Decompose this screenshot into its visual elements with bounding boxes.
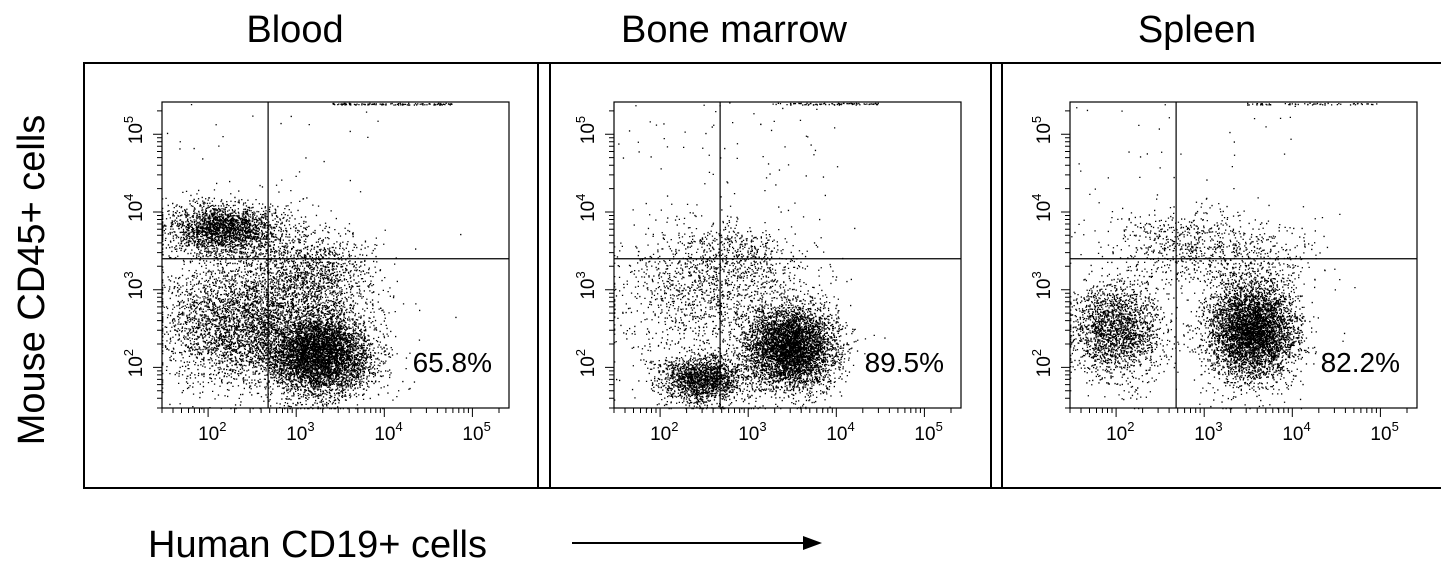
panel-title: Spleen (1138, 9, 1256, 51)
plot-area (1069, 101, 1418, 409)
y-tick-label: 102 (1029, 349, 1055, 377)
x-tick-label: 103 (286, 419, 314, 445)
quadrant-percentage: 89.5% (865, 347, 944, 378)
event-dots (162, 102, 462, 410)
y-tick-label: 103 (1029, 271, 1055, 299)
axis-ticks (1061, 110, 1408, 417)
y-tick-label: 104 (121, 194, 147, 222)
y-tick-label: 105 (1029, 116, 1055, 144)
y-axis-label: Mouse CD45+ cells (11, 115, 53, 446)
x-tick-label: 102 (198, 419, 226, 445)
y-tick-label: 105 (573, 116, 599, 144)
event-dots (1070, 102, 1378, 410)
x-tick-label: 105 (462, 419, 490, 445)
y-tick-label: 104 (573, 194, 599, 222)
x-tick-label: 102 (1106, 419, 1134, 445)
y-tick-label: 105 (121, 116, 147, 144)
axis-ticks (605, 110, 952, 417)
event-dots (614, 102, 886, 410)
panel-1: Bone marrow 102 103 104 105 102 103 104 105 89.5% (537, 9, 1003, 489)
panel-frame (990, 62, 1441, 489)
quadrant-percentage: 65.8% (413, 347, 492, 378)
x-tick-label: 104 (374, 419, 402, 445)
y-tick-label: 103 (121, 271, 147, 299)
x-tick-label: 103 (1194, 419, 1222, 445)
x-tick-label: 102 (650, 419, 678, 445)
x-tick-label: 105 (914, 419, 942, 445)
x-axis-label: Human CD19+ cells (148, 524, 487, 566)
y-tick-label: 104 (1029, 194, 1055, 222)
panel-2: Spleen 102 103 104 105 102 103 104 105 82.2% (990, 9, 1441, 489)
panel-title: Blood (246, 9, 343, 51)
panels: Blood 102 103 104 105 102 103 104 105 65.8% Bone m… (83, 9, 1441, 489)
panel-frame (537, 62, 1003, 489)
x-tick-label: 104 (826, 419, 854, 445)
y-tick-label: 102 (121, 349, 147, 377)
y-tick-label: 103 (573, 271, 599, 299)
x-axis-arrow (572, 536, 822, 550)
axis-ticks (153, 110, 500, 417)
panel-0: Blood 102 103 104 105 102 103 104 105 65.8% (83, 9, 551, 489)
quadrant-percentage: 82.2% (1321, 347, 1400, 378)
panel-frame (83, 62, 551, 489)
x-tick-label: 105 (1370, 419, 1398, 445)
y-tick-label: 102 (573, 349, 599, 377)
x-tick-label: 104 (1282, 419, 1310, 445)
panel-title: Bone marrow (621, 9, 848, 51)
x-tick-label: 103 (738, 419, 766, 445)
